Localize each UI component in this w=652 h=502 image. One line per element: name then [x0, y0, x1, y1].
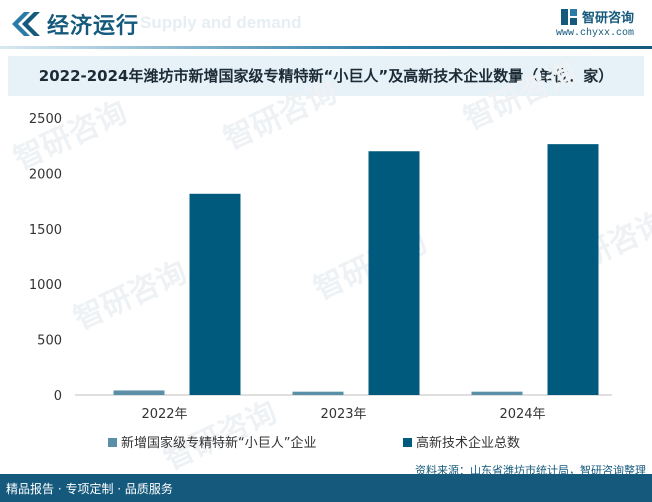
legend-label: 新增国家级专精特新“小巨人”企业 [121, 435, 316, 451]
chart-title-box: 2022-2024年潍坊市新增国家级专精特新“小巨人”及高新技术企业数量（单位：… [8, 56, 644, 96]
x-tick-label: 2022年 [141, 407, 187, 422]
bar-high-tech-total [547, 144, 599, 395]
bar-new-little-giant [471, 391, 523, 395]
bar-chart: 智研咨询智研咨询智研咨询智研咨询智研咨询智研咨询智研咨询 05001000150… [9, 55, 652, 474]
chart-title: 2022-2024年潍坊市新增国家级专精特新“小巨人”及高新技术企业数量（单位：… [38, 67, 614, 85]
y-tick-label: 500 [37, 334, 62, 349]
y-tick-label: 2000 [29, 167, 62, 182]
header-bar: Supply and demand 经济运行 智研咨询 www.chyxx.co… [0, 0, 652, 50]
brand-url: www.chyxx.com [555, 28, 634, 39]
page-title: 经济运行 [47, 14, 140, 39]
y-tick-label: 2500 [29, 112, 62, 127]
legend-swatch [403, 438, 412, 447]
x-tick-label: 2023年 [320, 407, 366, 422]
watermark-text: 智研咨询 [459, 55, 583, 137]
brand-name: 智研咨询 [581, 11, 634, 26]
legend-swatch [108, 438, 117, 447]
bar-high-tech-total [368, 151, 420, 395]
watermark-text: 智研咨询 [69, 255, 193, 337]
bar-high-tech-total [189, 193, 241, 395]
y-axis: 0 500 1000 1500 2000 2500 [29, 112, 62, 404]
y-tick-label: 0 [54, 389, 62, 404]
double-chevron-icon [12, 12, 40, 36]
footer-bar: 精品报告 · 专项定制 · 品质服务 [0, 474, 652, 502]
legend: 新增国家级专精特新“小巨人”企业 高新技术企业总数 [108, 435, 520, 451]
y-tick-label: 1000 [29, 278, 62, 293]
legend-label: 高新技术企业总数 [416, 435, 520, 451]
footer-slogan: 精品报告 · 专项定制 · 品质服务 [6, 482, 173, 496]
bar-new-little-giant [113, 390, 165, 395]
brand-logo: 智研咨询 www.chyxx.com [556, 6, 634, 39]
x-tick-label: 2024年 [499, 407, 545, 422]
x-axis: 2022年 2023年 2024年 [141, 407, 545, 422]
brand-logo-icon [560, 8, 577, 25]
watermark-text: 智研咨询 [9, 95, 133, 177]
y-tick-label: 1500 [29, 223, 62, 238]
source-note: 资料来源：山东省潍坊市统计局，智研咨询整理 [415, 464, 646, 477]
bar-new-little-giant [292, 391, 344, 395]
watermark-text: 智研咨询 [219, 75, 343, 157]
header-background-text: Supply and demand [140, 13, 302, 32]
header-divider [0, 46, 652, 49]
bars-layer [113, 144, 599, 395]
